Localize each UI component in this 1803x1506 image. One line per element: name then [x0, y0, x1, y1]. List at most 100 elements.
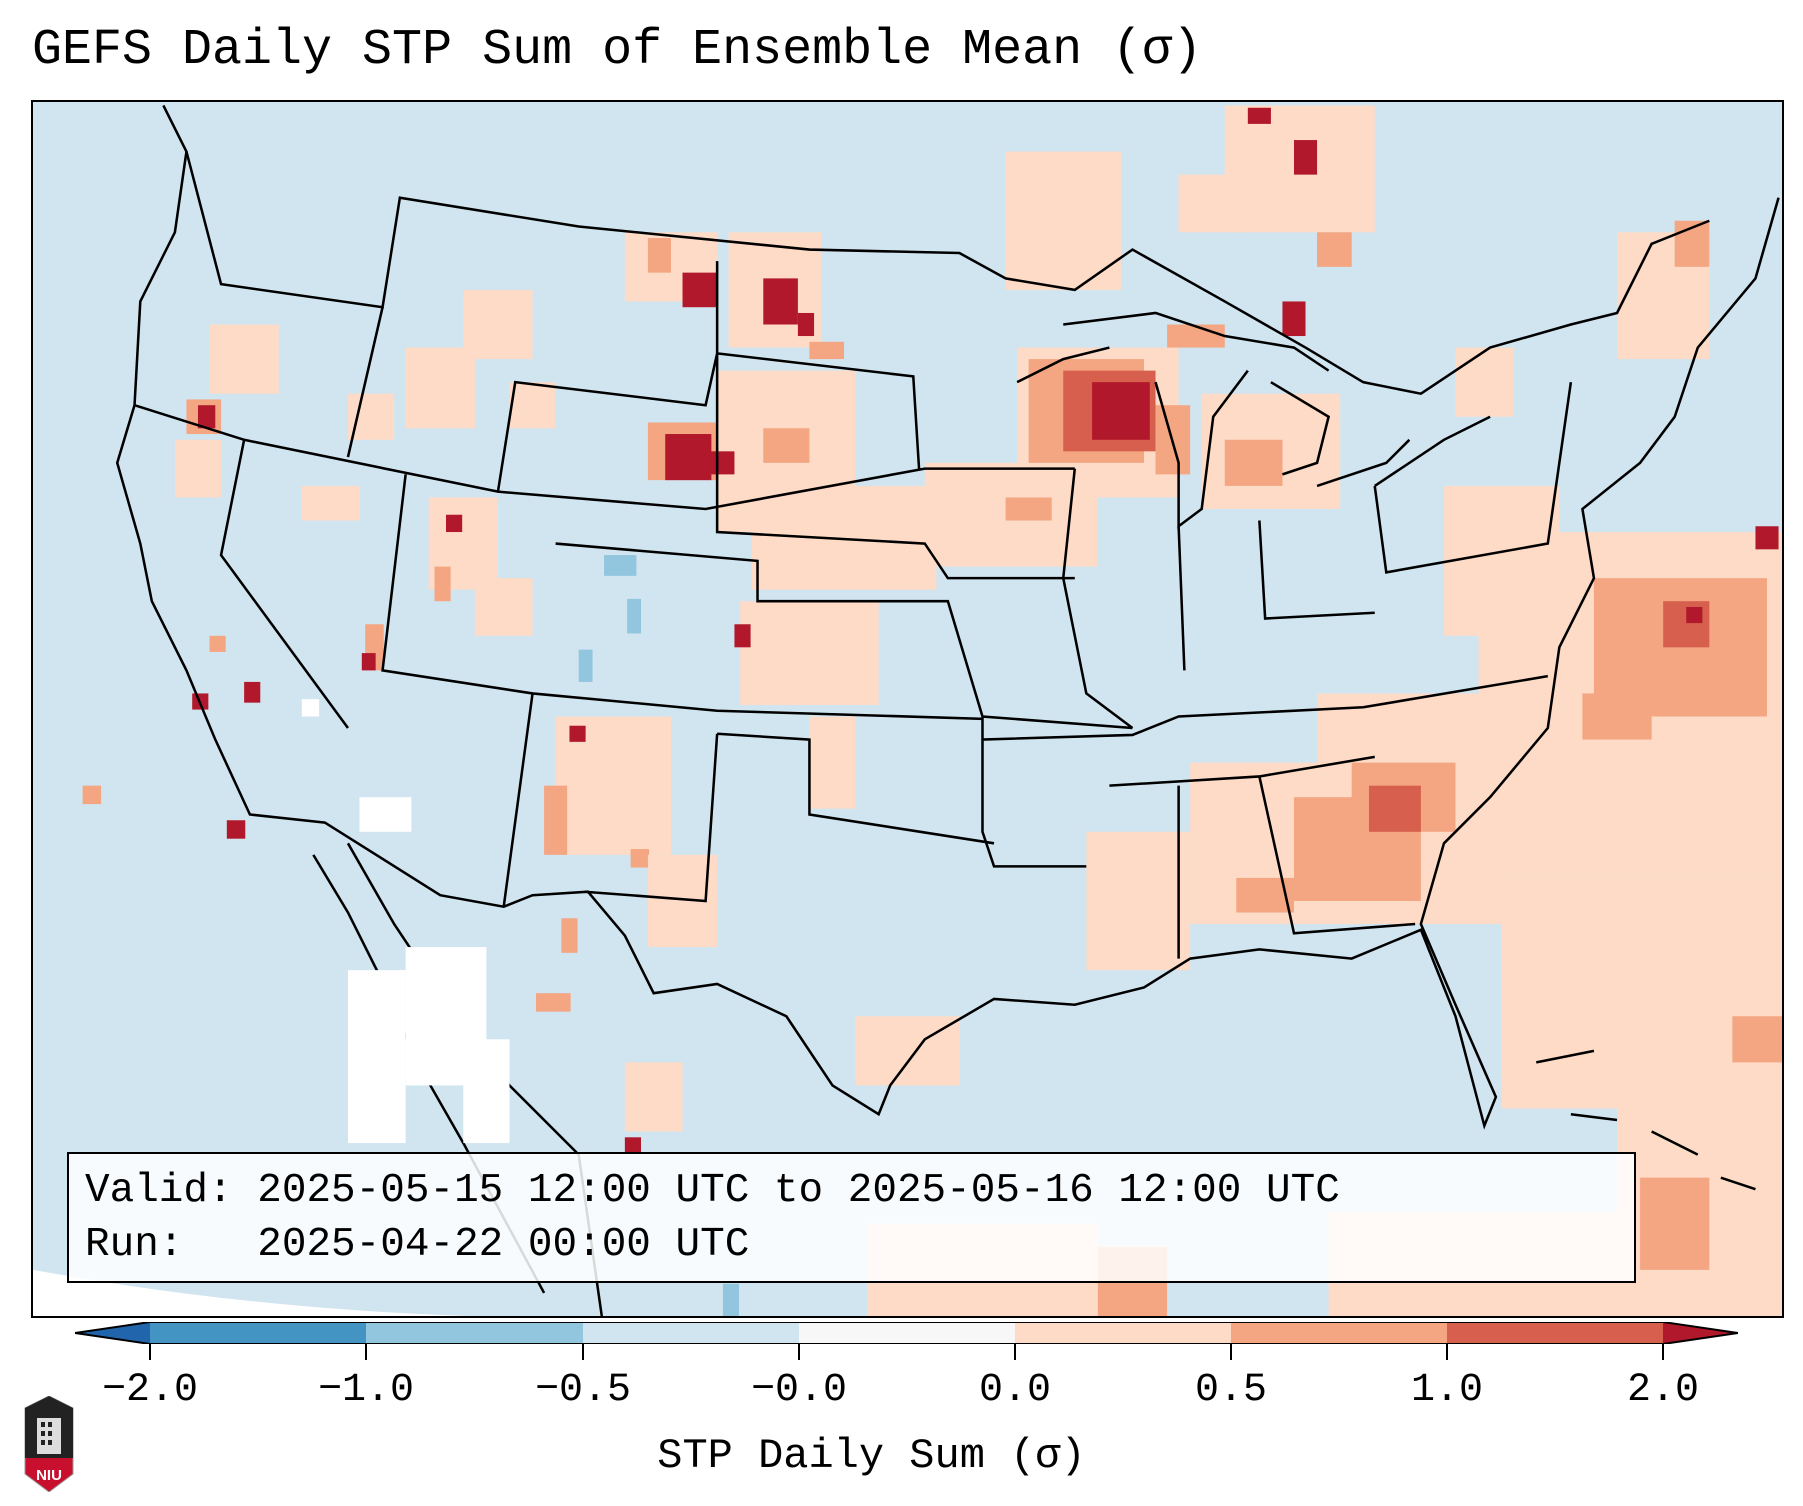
anomaly-cell: [1092, 382, 1150, 440]
anomaly-cell: [244, 681, 261, 703]
colorbar-tick: [1446, 1344, 1448, 1360]
colorbar-tick: [582, 1344, 584, 1360]
anomaly-cell: [174, 439, 222, 498]
valid-label: Valid:: [85, 1168, 233, 1214]
colorbar-tick: [1014, 1344, 1016, 1360]
colorbar-tick-label: 2.0: [1626, 1368, 1700, 1413]
anomaly-cell: [734, 624, 751, 648]
anomaly-cell: [1109, 877, 1156, 948]
colorbar-tick: [1662, 1344, 1664, 1360]
below-normal-blue: [578, 555, 740, 1316]
anomaly-cell: [763, 428, 810, 463]
anomaly-cell: [347, 393, 395, 440]
anomaly-cell: [1686, 606, 1703, 624]
anomaly-cell: [474, 578, 533, 636]
colorbar-segment: [1447, 1322, 1663, 1344]
colorbar-segment: [1015, 1322, 1231, 1344]
caribbean-islands: [1536, 1049, 1756, 1191]
anomaly-cell: [197, 405, 216, 429]
run-label: Run:: [85, 1222, 233, 1268]
anomaly-cell: [1582, 693, 1652, 740]
anomaly-cell: [1640, 1177, 1710, 1270]
anomaly-cell: [1455, 347, 1514, 417]
colorbar-label: STP Daily Sum (σ): [657, 1432, 1086, 1480]
below-normal-white: [301, 699, 510, 1144]
anomaly-cell: [1755, 526, 1779, 550]
colorbar-tick-label: −0.5: [534, 1368, 632, 1413]
colorbar-segment: [799, 1322, 1015, 1344]
chart-title: GEFS Daily STP Sum of Ensemble Mean (σ): [32, 22, 1203, 79]
anomaly-cell: [797, 312, 815, 337]
colorbar-segment: [366, 1322, 583, 1344]
colorbar-extend-over: [1663, 1322, 1738, 1344]
anomaly-cell: [446, 514, 463, 533]
anomaly-cell: [1005, 497, 1052, 521]
anomaly-cell: [536, 993, 571, 1012]
anomaly-cell: [809, 716, 856, 809]
anomaly-cell: [809, 341, 845, 360]
colorbar-tick-label: −2.0: [101, 1368, 199, 1413]
stp-map: [33, 102, 1782, 1316]
anomaly-cell: [301, 485, 360, 521]
colorbar-tick: [365, 1344, 367, 1360]
colorbar-tick-label: 1.0: [1410, 1368, 1484, 1413]
anomaly-cell: [763, 278, 798, 325]
anomaly-cell: [1317, 232, 1352, 267]
great-lakes: [1016, 311, 1491, 529]
colorbar-tick-label: 0.5: [1194, 1368, 1268, 1413]
anomaly-cell: [1368, 785, 1421, 832]
anomaly-cell: [405, 347, 475, 429]
anomaly-cell: [705, 451, 735, 475]
anomaly-cell: [561, 918, 578, 953]
anomaly-cell: [682, 272, 718, 308]
colorbar-extend-under: [75, 1322, 150, 1344]
anomaly-cell: [630, 849, 650, 868]
anomaly-cell: [1282, 301, 1306, 337]
map-edge: [33, 1269, 468, 1316]
colorbar-tick: [798, 1344, 800, 1360]
colorbar-tick-label: −0.0: [750, 1368, 848, 1413]
anomaly-cell: [569, 725, 586, 742]
anomaly-cell: [740, 601, 879, 705]
anomaly-cell: [361, 653, 376, 671]
anomaly-cell: [1224, 439, 1283, 486]
anomaly-cell: [544, 785, 568, 855]
anomaly-cell: [1167, 324, 1225, 348]
state-lines: [134, 261, 1573, 959]
anomaly-cell: [878, 555, 925, 590]
us-coastline: [115, 104, 1780, 1130]
anomaly-cell: [1005, 151, 1121, 290]
anomaly-cell: [855, 1016, 960, 1086]
anomaly-cell: [1293, 140, 1318, 175]
anomaly-cell: [226, 820, 246, 839]
anomaly-cell: [624, 1137, 641, 1154]
anomaly-cell: [1178, 174, 1248, 233]
anomaly-cell: [665, 434, 712, 481]
colorbar-tick-label: −1.0: [317, 1368, 415, 1413]
colorbar-segment: [1231, 1322, 1447, 1344]
anomaly-cell: [624, 1062, 683, 1132]
anomaly-cell: [647, 238, 671, 273]
anomaly-cell: [1732, 1016, 1782, 1063]
anomaly-cell: [209, 324, 279, 394]
anomaly-cell: [463, 289, 533, 360]
colorbar-tick-label: 0.0: [978, 1368, 1052, 1413]
valid-value: 2025-05-15 12:00 UTC to 2025-05-16 12:00…: [257, 1168, 1340, 1214]
niu-logo: NIU: [24, 1396, 74, 1492]
info-box: Valid: 2025-05-15 12:00 UTC to 2025-05-1…: [67, 1152, 1636, 1283]
anomaly-cell: [1247, 107, 1271, 124]
anomaly-cell: [209, 635, 226, 652]
map-panel: [31, 100, 1784, 1318]
anomaly-cell: [434, 566, 451, 602]
run-value: 2025-04-22 00:00 UTC: [257, 1222, 750, 1268]
colorbar-segment: [150, 1322, 366, 1344]
anomaly-cell: [82, 785, 102, 805]
colorbar: [75, 1322, 1738, 1344]
stp-anomaly-cells: [82, 105, 1782, 1316]
canada-border: [185, 151, 1710, 396]
colorbar-tick: [1230, 1344, 1232, 1360]
colorbar-tick: [149, 1344, 151, 1360]
colorbar-segment: [583, 1322, 799, 1344]
svg-text:NIU: NIU: [36, 1467, 62, 1484]
anomaly-cell: [509, 382, 556, 429]
